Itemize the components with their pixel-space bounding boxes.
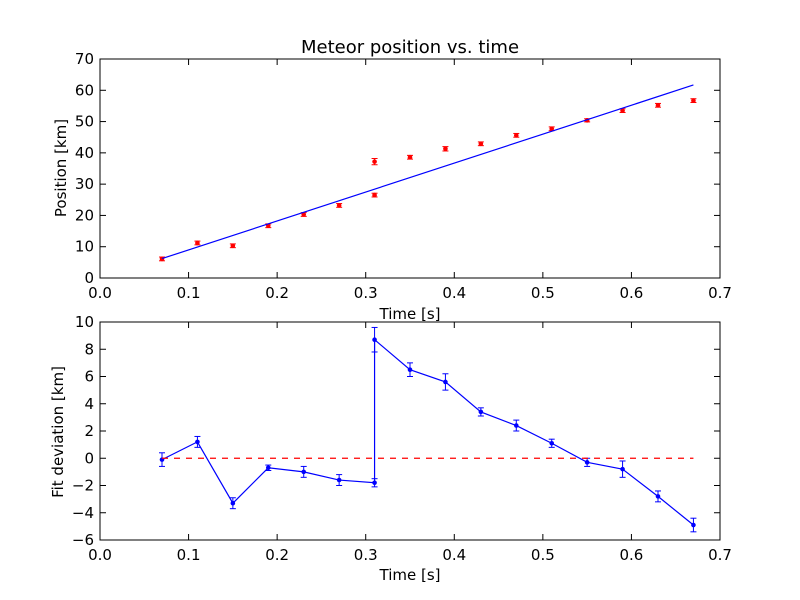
position-y-axis-label: Position [km] bbox=[52, 119, 70, 217]
position-y-tick-label: 30 bbox=[75, 175, 94, 193]
deviation-y-tick-label: −2 bbox=[72, 477, 94, 495]
position-y-tick-label: 10 bbox=[75, 238, 94, 256]
deviation-y-tick-label: 8 bbox=[84, 340, 94, 358]
deviation-y-tick-label: −4 bbox=[72, 504, 94, 522]
position-data-point bbox=[513, 133, 519, 138]
deviation-x-axis-label: Time [s] bbox=[379, 566, 441, 584]
deviation-y-tick-label: 6 bbox=[84, 368, 94, 386]
position-data-point bbox=[549, 126, 555, 132]
position-chart: Meteor position vs. time 0.0 0.1 0.2 0.3 0.4… bbox=[52, 37, 732, 323]
deviation-data-point bbox=[513, 423, 519, 428]
deviation-data-point bbox=[620, 466, 625, 472]
deviation-data-point bbox=[336, 477, 342, 483]
deviation-x-tick-label: 0.5 bbox=[531, 546, 555, 564]
deviation-data-point bbox=[478, 409, 484, 415]
position-data-point bbox=[159, 256, 165, 262]
position-y-tick-label: 50 bbox=[75, 113, 94, 131]
chart-title: Meteor position vs. time bbox=[301, 37, 519, 58]
position-data-point bbox=[691, 98, 696, 103]
position-data-point bbox=[443, 146, 448, 152]
position-y-tick-label: 20 bbox=[75, 206, 94, 224]
position-x-tick-label: 0.2 bbox=[265, 284, 289, 302]
position-data-point bbox=[336, 203, 342, 208]
deviation-x-tick-label: 0.0 bbox=[88, 546, 112, 564]
position-ticks: 0.0 0.1 0.2 0.3 0.4 0.5 0.6 0.7 0 10 20 30 40 50 60 70 bbox=[75, 50, 732, 302]
deviation-data-point bbox=[584, 460, 590, 465]
position-data-point bbox=[407, 154, 413, 160]
position-y-tick-label: 70 bbox=[75, 50, 94, 68]
deviation-data-point bbox=[301, 469, 307, 475]
position-data-point bbox=[301, 212, 307, 217]
position-y-tick-label: 0 bbox=[84, 269, 94, 287]
position-x-tick-label: 0.3 bbox=[354, 284, 378, 302]
position-x-tick-label: 0.1 bbox=[177, 284, 201, 302]
position-x-tick-label: 0.7 bbox=[708, 284, 732, 302]
deviation-x-tick-label: 0.1 bbox=[177, 546, 201, 564]
deviation-chart: 0.0 0.1 0.2 0.3 0.4 0.5 0.6 0.7 −6 −4 −2 0 2 4 6 8 10 Ti… bbox=[49, 313, 732, 584]
position-plot-frame bbox=[99, 58, 721, 279]
deviation-x-tick-label: 0.6 bbox=[619, 546, 643, 564]
deviation-data-point bbox=[549, 440, 555, 446]
position-y-tick-label: 40 bbox=[75, 144, 94, 162]
position-data-point bbox=[230, 243, 236, 249]
position-data-point bbox=[372, 192, 377, 198]
deviation-data-point bbox=[372, 337, 377, 343]
deviation-y-tick-label: 4 bbox=[84, 395, 94, 413]
deviation-x-tick-label: 0.4 bbox=[442, 546, 466, 564]
deviation-y-tick-label: 0 bbox=[84, 449, 94, 467]
position-data-point bbox=[655, 103, 661, 108]
deviation-data-point bbox=[195, 439, 200, 445]
deviation-data-point bbox=[691, 522, 696, 528]
deviation-x-tick-label: 0.2 bbox=[265, 546, 289, 564]
deviation-data-point bbox=[372, 480, 377, 486]
position-data-point bbox=[620, 108, 625, 113]
position-x-tick-label: 0.0 bbox=[88, 284, 112, 302]
position-data-point bbox=[195, 240, 200, 246]
position-x-tick-label: 0.4 bbox=[442, 284, 466, 302]
position-marks bbox=[159, 84, 697, 262]
position-data-point bbox=[478, 141, 484, 147]
deviation-ticks: 0.0 0.1 0.2 0.3 0.4 0.5 0.6 0.7 −6 −4 −2 0 2 4 6 8 10 bbox=[72, 313, 732, 564]
deviation-data-point bbox=[230, 500, 236, 506]
position-y-tick-label: 60 bbox=[75, 81, 94, 99]
position-data-point bbox=[372, 159, 377, 164]
deviation-x-tick-label: 0.7 bbox=[708, 546, 732, 564]
deviation-data-point bbox=[655, 494, 661, 499]
position-x-axis-label: Time [s] bbox=[379, 305, 441, 323]
deviation-data-point bbox=[265, 465, 271, 471]
deviation-marks bbox=[159, 326, 697, 533]
position-x-tick-label: 0.5 bbox=[531, 284, 555, 302]
deviation-y-axis-label: Fit deviation [km] bbox=[49, 366, 67, 498]
deviation-y-tick-label: 10 bbox=[75, 313, 94, 331]
deviation-data-point bbox=[443, 379, 448, 385]
fit-line bbox=[161, 84, 694, 260]
position-x-tick-label: 0.6 bbox=[619, 284, 643, 302]
deviation-y-tick-label: 2 bbox=[84, 422, 94, 440]
deviation-y-tick-label: −6 bbox=[72, 531, 94, 549]
deviation-x-tick-label: 0.3 bbox=[354, 546, 378, 564]
deviation-data-point bbox=[407, 367, 413, 372]
